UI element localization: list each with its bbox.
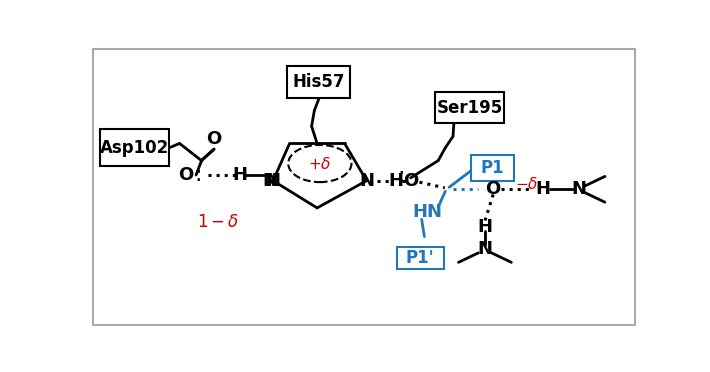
FancyBboxPatch shape	[397, 247, 444, 269]
Text: $-\delta$: $-\delta$	[515, 176, 538, 192]
FancyBboxPatch shape	[287, 66, 350, 97]
Text: O: O	[178, 166, 194, 184]
Text: N: N	[477, 240, 493, 259]
Text: N: N	[266, 172, 280, 190]
Text: O: O	[403, 172, 418, 190]
Text: $+\delta$: $+\delta$	[308, 155, 332, 171]
Text: :: :	[397, 166, 405, 186]
Text: Ser195: Ser195	[437, 99, 503, 117]
Text: N: N	[571, 180, 586, 198]
Text: H: H	[388, 172, 403, 190]
Text: P1: P1	[481, 159, 504, 177]
Text: HN: HN	[412, 203, 442, 221]
Text: H: H	[477, 218, 493, 235]
Text: His57: His57	[293, 73, 345, 91]
Text: N: N	[263, 172, 278, 190]
Text: P1': P1'	[406, 249, 435, 267]
Text: :: :	[194, 165, 202, 185]
Text: N: N	[359, 172, 374, 190]
Text: H: H	[233, 166, 248, 184]
Text: H: H	[535, 180, 550, 198]
FancyBboxPatch shape	[471, 155, 514, 181]
Text: O: O	[207, 130, 222, 148]
Text: $1 - \delta$: $1 - \delta$	[197, 213, 239, 231]
FancyBboxPatch shape	[99, 129, 168, 166]
Text: O: O	[486, 180, 501, 198]
Text: Asp102: Asp102	[99, 139, 169, 157]
FancyBboxPatch shape	[435, 92, 504, 124]
